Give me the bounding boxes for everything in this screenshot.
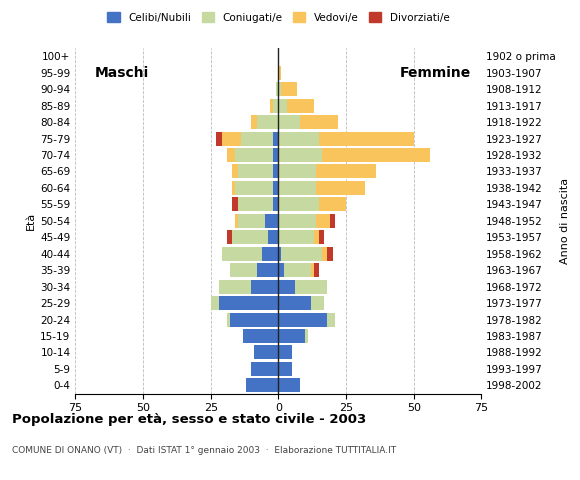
Bar — [230, 263, 257, 277]
Bar — [273, 98, 278, 113]
Bar — [281, 82, 298, 96]
Bar — [278, 329, 306, 343]
Bar — [295, 280, 327, 294]
Bar — [278, 362, 292, 376]
Bar — [254, 346, 278, 360]
Bar — [222, 132, 241, 145]
Bar — [273, 165, 278, 179]
Bar — [314, 230, 319, 244]
Bar — [273, 197, 278, 211]
Bar — [322, 247, 327, 261]
Bar — [300, 115, 338, 129]
Bar — [278, 66, 281, 80]
Bar — [278, 230, 314, 244]
Bar — [230, 312, 278, 326]
Bar — [227, 148, 235, 162]
Bar — [278, 247, 281, 261]
Bar — [278, 132, 319, 145]
Bar — [273, 181, 278, 195]
Bar — [316, 165, 376, 179]
Bar — [238, 165, 273, 179]
Bar — [243, 329, 278, 343]
Bar — [330, 214, 335, 228]
Bar — [319, 197, 346, 211]
Bar — [314, 263, 319, 277]
Bar — [311, 296, 324, 310]
Bar — [319, 132, 414, 145]
Bar — [273, 132, 278, 145]
Bar — [278, 115, 300, 129]
Bar — [251, 115, 257, 129]
Bar — [257, 263, 278, 277]
Bar — [278, 82, 281, 96]
Bar — [278, 296, 311, 310]
Bar — [278, 181, 316, 195]
Bar — [319, 230, 324, 244]
Bar — [235, 181, 273, 195]
Bar — [241, 132, 273, 145]
Bar — [227, 230, 233, 244]
Bar — [306, 329, 308, 343]
Bar — [327, 247, 332, 261]
Bar — [233, 181, 235, 195]
Bar — [211, 296, 219, 310]
Bar — [281, 247, 322, 261]
Bar — [270, 98, 273, 113]
Bar — [265, 214, 278, 228]
Bar — [278, 214, 316, 228]
Bar — [251, 280, 278, 294]
Bar — [246, 378, 278, 392]
Bar — [311, 263, 314, 277]
Bar — [238, 214, 265, 228]
Bar — [278, 378, 300, 392]
Bar — [276, 82, 278, 96]
Bar — [278, 280, 295, 294]
Bar — [316, 214, 330, 228]
Bar — [235, 214, 238, 228]
Bar — [257, 115, 278, 129]
Bar — [278, 346, 292, 360]
Bar — [222, 247, 262, 261]
Y-axis label: Età: Età — [26, 212, 36, 230]
Y-axis label: Anno di nascita: Anno di nascita — [560, 178, 570, 264]
Bar — [316, 181, 365, 195]
Bar — [238, 197, 273, 211]
Bar — [227, 312, 230, 326]
Bar — [233, 165, 238, 179]
Bar — [278, 148, 322, 162]
Bar — [262, 247, 278, 261]
Text: Maschi: Maschi — [95, 66, 148, 80]
Bar — [216, 132, 222, 145]
Bar — [233, 230, 267, 244]
Bar — [219, 280, 251, 294]
Legend: Celibi/Nubili, Coniugati/e, Vedovi/e, Divorziati/e: Celibi/Nubili, Coniugati/e, Vedovi/e, Di… — [103, 8, 454, 27]
Bar — [278, 197, 319, 211]
Bar — [219, 296, 278, 310]
Bar — [273, 148, 278, 162]
Text: COMUNE DI ONANO (VT)  ·  Dati ISTAT 1° gennaio 2003  ·  Elaborazione TUTTITALIA.: COMUNE DI ONANO (VT) · Dati ISTAT 1° gen… — [12, 446, 396, 456]
Bar — [267, 230, 278, 244]
Bar — [327, 312, 335, 326]
Bar — [287, 98, 314, 113]
Bar — [235, 148, 273, 162]
Bar — [278, 263, 284, 277]
Bar — [278, 165, 316, 179]
Bar — [322, 148, 430, 162]
Bar — [233, 197, 238, 211]
Bar — [278, 98, 287, 113]
Bar — [251, 362, 278, 376]
Bar — [284, 263, 311, 277]
Text: Femmine: Femmine — [400, 66, 471, 80]
Bar — [278, 312, 327, 326]
Text: Popolazione per età, sesso e stato civile - 2003: Popolazione per età, sesso e stato civil… — [12, 413, 366, 426]
